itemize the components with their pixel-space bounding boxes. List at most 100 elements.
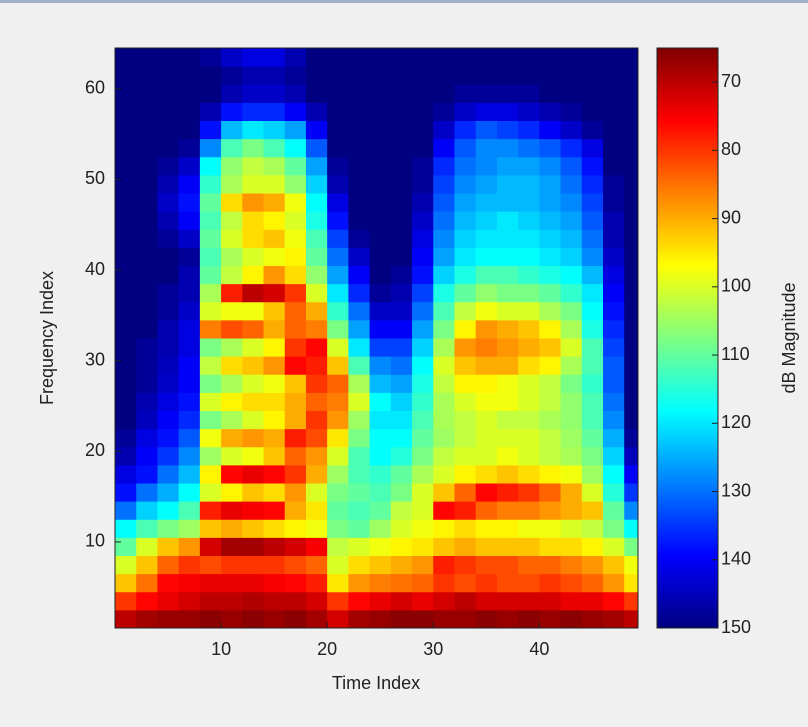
heatmap-cell [581,48,604,67]
heatmap-cell [412,229,434,248]
heatmap-cell [199,392,222,411]
heatmap-cell [284,283,307,303]
heatmap-cell [475,555,498,575]
heatmap-cell [284,138,307,158]
heatmap-cell [602,501,625,520]
heatmap-cell [475,319,498,339]
heatmap-cell [390,519,413,538]
heatmap-cell [539,138,562,158]
heatmap-cell [412,283,434,303]
heatmap-cell [305,138,328,158]
heatmap-cell [263,609,286,628]
heatmap-cell [369,66,392,85]
heatmap-cell [602,102,625,121]
heatmap-cell [412,84,434,103]
heatmap-cell [369,120,392,140]
heatmap-cell [433,519,455,538]
heatmap-cell [305,392,328,411]
heatmap-cell [305,283,328,303]
heatmap-cell [390,84,413,103]
heatmap-cell [412,174,434,194]
heatmap-cell [136,483,158,502]
heatmap-cell [178,392,201,411]
heatmap-cell [284,174,307,194]
heatmap-cell [221,609,243,628]
heatmap-cell [284,555,307,575]
heatmap-cell [284,428,307,448]
heatmap-cell [199,428,222,448]
heatmap-cell [199,174,222,194]
x-tick-label: 20 [317,639,337,659]
heatmap-cell [454,229,477,248]
heatmap-cell [327,174,349,194]
heatmap-cell [221,501,243,520]
heatmap-cell [327,319,349,339]
heatmap-cell [242,464,265,484]
heatmap-cell [454,174,477,194]
heatmap-cell [539,247,562,266]
heatmap-cell [624,66,638,85]
heatmap-cell [602,609,625,628]
heatmap-cell [115,193,137,212]
heatmap-cell [433,428,455,448]
heatmap-cell [327,229,349,248]
heatmap-cell [390,265,413,285]
heatmap-cell [305,483,328,502]
heatmap-cell [263,229,286,248]
heatmap-cell [157,229,180,248]
heatmap-cell [263,356,286,375]
heatmap-cell [433,84,455,103]
heatmap-cell [199,591,222,611]
heatmap-cell [221,338,243,357]
heatmap-cell [221,156,243,176]
heatmap-cell [539,283,562,303]
heatmap-cell [496,591,519,611]
heatmap-cell [136,519,158,538]
heatmap-cell [433,446,455,466]
heatmap-cell [454,428,477,448]
heatmap-cell [284,392,307,411]
heatmap-cell [136,591,158,611]
heatmap-cell [305,265,328,285]
heatmap-cell [390,174,413,194]
heatmap-cell [412,519,434,538]
heatmap-cell [221,102,243,121]
heatmap-cell [602,120,625,140]
heatmap-cell [115,174,137,194]
heatmap-cell [496,138,519,158]
heatmap-cell [348,537,371,556]
heatmap-cell [284,537,307,556]
heatmap-cell [136,156,158,176]
heatmap-cell [348,374,371,393]
heatmap-cell [496,464,519,484]
heatmap-cell [539,374,562,393]
heatmap-cell [327,374,349,393]
heatmap-cell [199,555,222,575]
heatmap-cell [221,537,243,556]
heatmap-cell [369,356,392,375]
heatmap-cell [624,464,638,484]
heatmap-cell [221,428,243,448]
heatmap-cell [390,66,413,85]
heatmap-cell [602,247,625,266]
heatmap-cell [518,283,540,303]
heatmap-cell [496,283,519,303]
heatmap-cell [199,537,222,556]
heatmap-cell [327,102,349,121]
heatmap-cell [560,428,583,448]
heatmap-cell [624,174,638,194]
heatmap-cell [369,265,392,285]
heatmap-cell [560,356,583,375]
heatmap-cell [581,501,604,520]
heatmap-cell [369,283,392,303]
heatmap-cell [136,283,158,303]
heatmap-cell [560,66,583,85]
heatmap-cell [560,464,583,484]
heatmap-cell [475,392,498,411]
heatmap-cell [475,609,498,628]
heatmap-cell [412,464,434,484]
heatmap-cell [305,229,328,248]
colorbar [656,47,719,629]
heatmap-cell [348,193,371,212]
heatmap-cell [284,48,307,67]
